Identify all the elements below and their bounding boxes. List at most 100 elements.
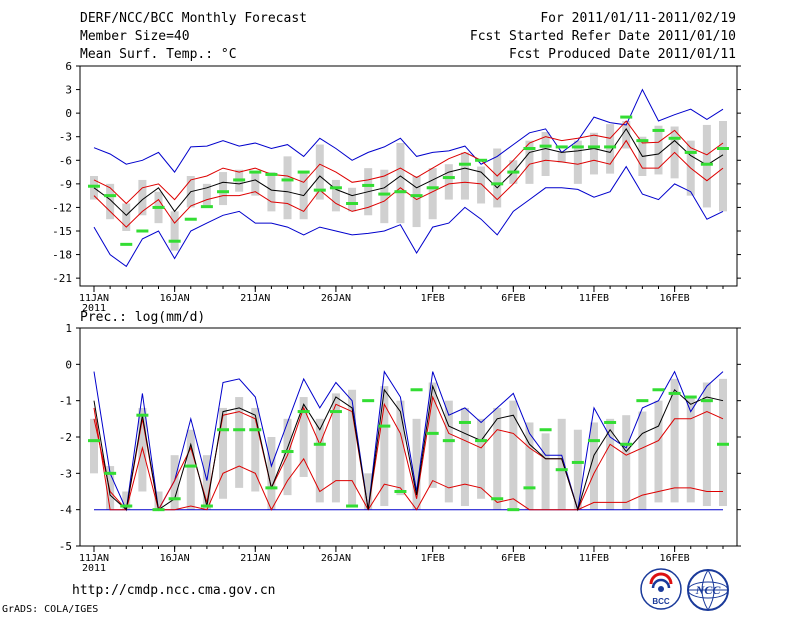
observed-marker [136,413,149,417]
spread-box [670,378,679,503]
observed-marker [104,194,117,198]
spread-box [315,144,324,200]
observed-marker [200,504,213,508]
spread-box [509,400,518,510]
spread-box [106,183,115,220]
spread-box [170,455,179,510]
y-tick-label: -9 [59,178,72,191]
observed-marker [684,150,697,154]
precipitation-panel: 1 0 -1 -2 -3 -4 -5 11JAN 16JAN 21JAN 26JAN 1FEB 6FEB… [59,322,741,574]
observed-marker [604,420,617,424]
spread-box [380,386,389,507]
spread-box [606,124,615,174]
observed-marker [700,162,713,166]
spread-box [557,418,566,510]
spread-box [477,166,486,204]
observed-marker [313,442,326,446]
observed-marker [217,428,230,432]
spread-box [219,407,228,499]
observed-marker [652,388,665,392]
observed-marker [426,186,439,190]
spread-box [315,418,324,503]
spread-box [186,429,195,510]
spread-box [348,389,357,507]
observed-marker [555,145,568,149]
observed-marker [297,410,310,414]
observed-marker [458,420,471,424]
observed-marker [378,424,391,428]
observed-marker [410,388,423,392]
spread-box [638,411,647,510]
observed-marker [233,428,246,432]
observed-marker [442,176,455,180]
observed-marker [458,162,471,166]
spread-box [267,172,276,212]
y-tick-label: 6 [65,60,72,73]
spread-box [525,140,534,184]
spread-box [444,164,453,200]
spread-box [267,437,276,510]
observed-marker [491,182,504,186]
ncc-logo: NCC [684,568,732,612]
spread-box [493,407,502,510]
observed-marker [184,464,197,468]
spread-box [589,132,598,175]
observed-marker [329,410,342,414]
observed-marker [620,442,633,446]
x-year-label: 2011 [82,563,106,574]
y-tick-label: -5 [59,540,72,553]
spread-box [251,172,260,196]
x-tick-label: 21JAN [240,553,270,564]
member-size-label: Member Size=40 [80,29,190,44]
fcst-started-label: Fcst Started Refer Date 2011/01/10 [469,29,736,44]
observed-marker [668,136,681,140]
spread-box [606,418,615,510]
y-tick-label: 3 [65,84,72,97]
observed-marker [587,145,600,149]
observed-marker [297,170,310,174]
x-tick-label: 6FEB [501,293,525,304]
spread-box [428,168,437,220]
observed-marker [394,490,407,493]
observed-marker [281,178,294,182]
y-tick-label: 0 [65,107,72,120]
observed-marker [346,504,359,508]
spread-box [541,132,550,176]
footer-url[interactable]: http://cmdp.ncc.cma.gov.cn [72,583,276,598]
spread-box [702,382,711,507]
spread-box [622,415,631,510]
x-tick-label: 1FEB [421,553,445,564]
observed-marker [120,504,133,508]
observed-marker [104,471,117,475]
observed-marker [152,205,165,209]
spread-box [719,121,727,212]
y-tick-label: -12 [52,201,72,214]
forecast-period-label: For 2011/01/11-2011/02/19 [540,11,736,26]
observed-marker [620,115,633,119]
y-tick-label: -21 [52,272,72,285]
observed-marker [233,178,246,182]
spread-box [654,400,663,503]
observed-marker [88,184,100,188]
x-year-label: 2011 [82,303,106,314]
spread-box [299,397,308,477]
spread-box [541,433,550,510]
spread-box [654,125,663,175]
bcc-logo: BCC [640,568,682,610]
y-tick-label: -3 [59,131,72,144]
observed-marker [200,205,213,209]
x-tick-label: 16FEB [660,553,690,564]
observed-marker [313,188,326,192]
observed-marker [88,439,100,443]
observed-marker [604,145,617,149]
observed-marker [265,172,278,176]
x-tick-label: 6FEB [501,553,525,564]
observed-marker [346,202,359,205]
observed-marker [717,442,729,446]
chart-title: DERF/NCC/BCC Monthly Forecast [80,11,307,26]
observed-marker [668,391,681,395]
x-tick-label: 21JAN [240,293,270,304]
spread-box [235,397,244,488]
observed-marker [652,128,665,132]
